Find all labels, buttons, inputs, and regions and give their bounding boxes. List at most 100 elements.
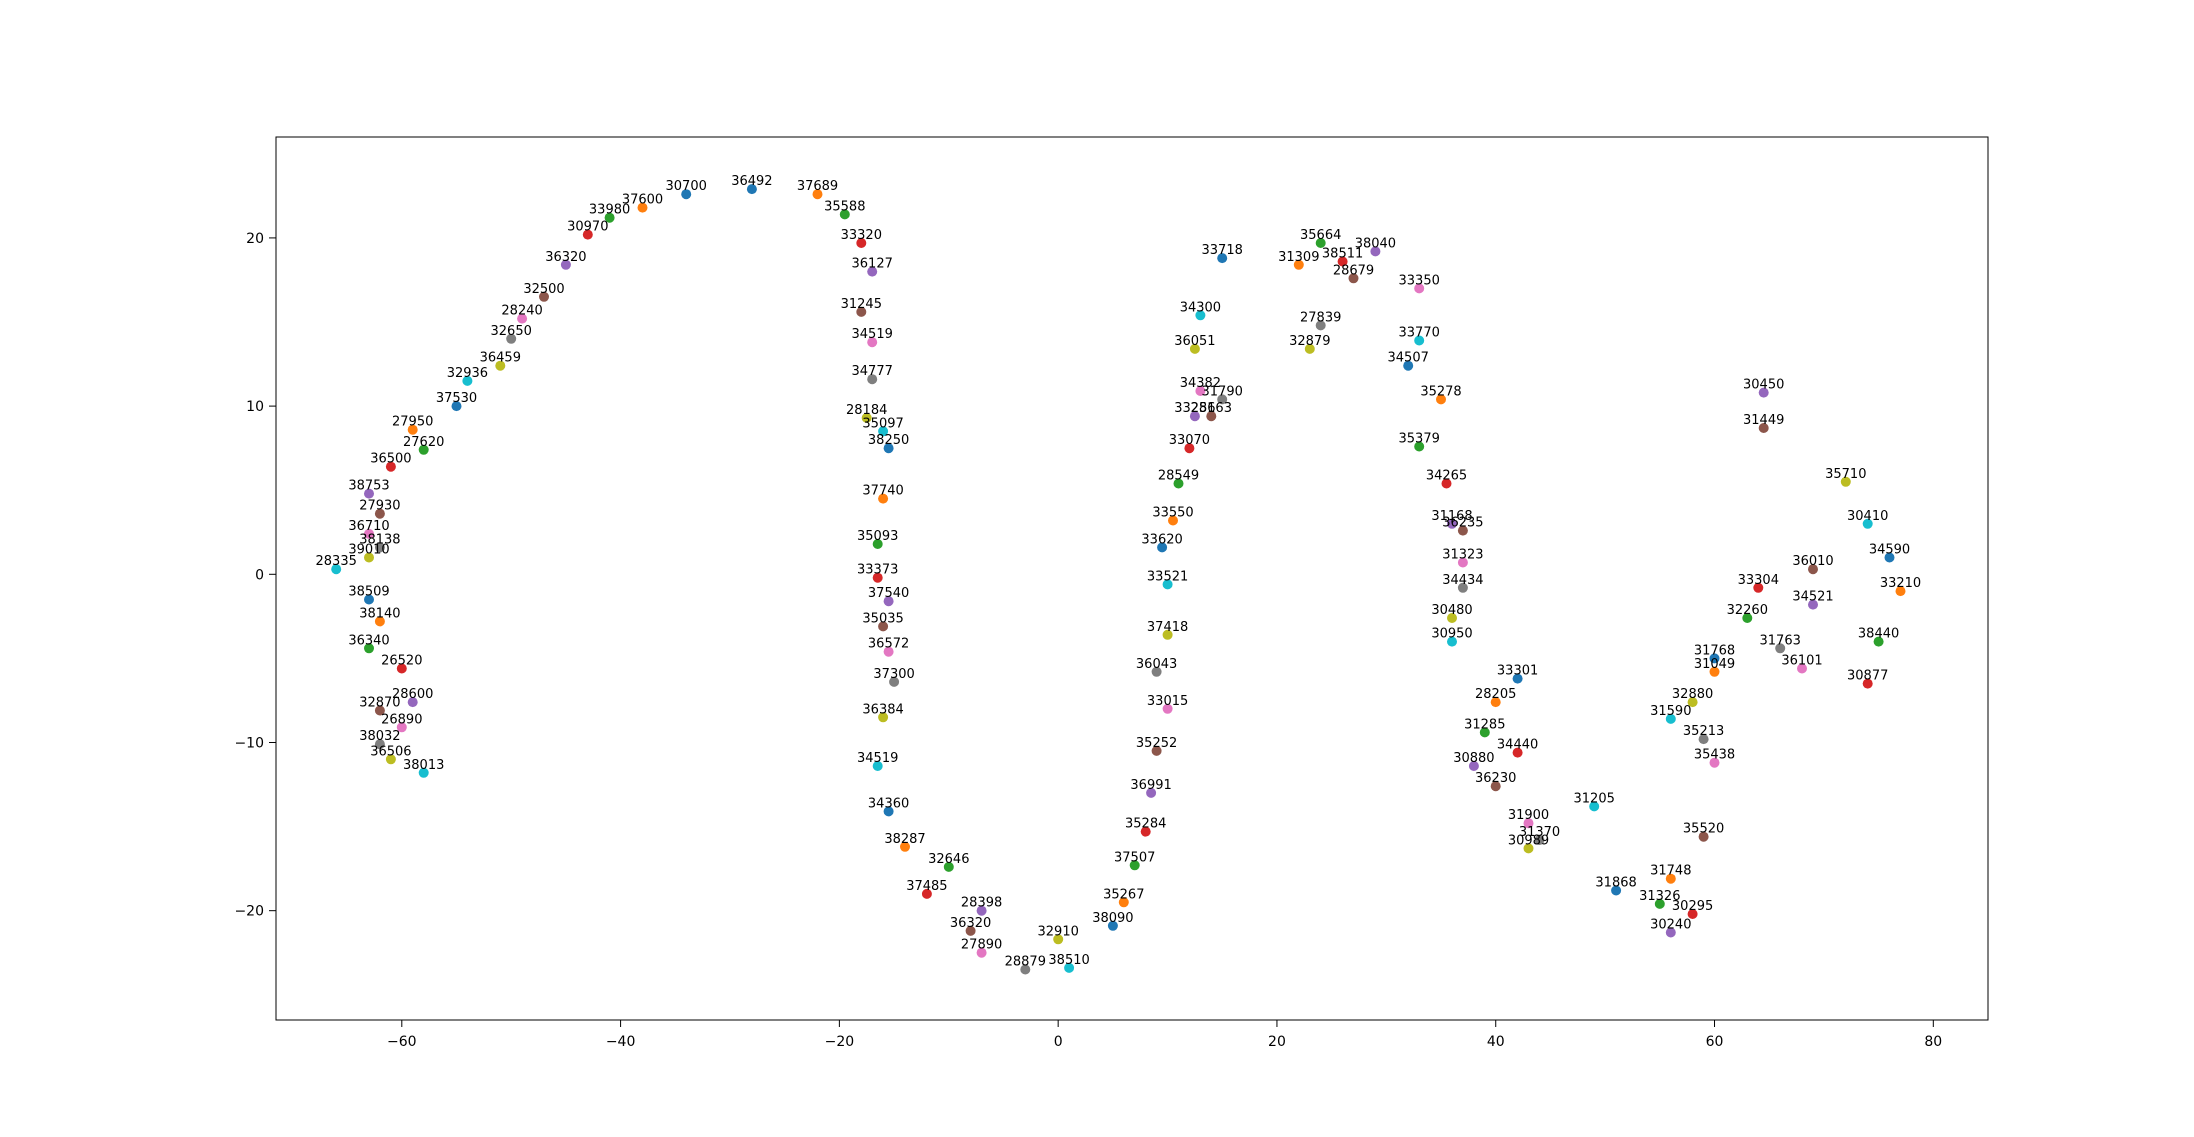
point-label: 32650 — [491, 324, 532, 339]
point-label: 34590 — [1869, 543, 1910, 558]
scatter-point — [1370, 246, 1381, 257]
scatter-point — [839, 209, 850, 220]
scatter-point — [1293, 259, 1304, 270]
scatter-point — [1441, 478, 1452, 489]
point-label: 31790 — [1202, 384, 1243, 399]
x-tick-label: 0 — [1054, 1034, 1063, 1050]
scatter-point — [637, 202, 648, 213]
point-label: 36320 — [950, 916, 991, 931]
point-label: 38250 — [868, 433, 909, 448]
scatter-point — [1808, 599, 1818, 610]
scatter-point — [331, 564, 342, 575]
scatter-point — [872, 761, 883, 771]
scatter-point — [1403, 360, 1414, 371]
point-label: 28240 — [501, 304, 542, 319]
scatter-point — [1862, 678, 1873, 689]
scatter-point — [1840, 476, 1851, 487]
point-label: 31309 — [1278, 250, 1319, 265]
scatter-point — [374, 616, 385, 627]
point-label: 33770 — [1399, 326, 1440, 341]
scatter-point — [364, 552, 374, 563]
scatter-point — [1687, 697, 1698, 708]
scatter-point — [539, 291, 549, 302]
point-label: 34521 — [1792, 590, 1833, 605]
point-label: 31590 — [1650, 704, 1691, 719]
scatter-point — [746, 184, 757, 195]
scatter-point — [1447, 636, 1457, 647]
point-label: 36051 — [1174, 334, 1215, 349]
point-label: 30410 — [1847, 509, 1888, 524]
point-label: 31323 — [1442, 548, 1483, 563]
scatter-point — [1304, 343, 1315, 354]
scatter-point — [1118, 897, 1129, 908]
scatter-point — [1436, 394, 1446, 405]
scatter-point — [1151, 666, 1162, 677]
point-label: 37418 — [1147, 620, 1188, 635]
point-label: 36572 — [868, 637, 909, 652]
scatter-point — [878, 493, 889, 504]
point-label: 33256 — [1174, 401, 1215, 416]
y-tick-label: 20 — [246, 231, 264, 247]
scatter-point — [1523, 818, 1534, 829]
point-label: 37507 — [1114, 850, 1155, 865]
scatter-point — [506, 333, 517, 344]
point-label: 31868 — [1595, 876, 1636, 891]
scatter-point — [883, 596, 894, 607]
scatter-point — [1146, 787, 1157, 798]
scatter-point — [374, 705, 385, 716]
scatter-point — [1107, 920, 1118, 931]
scatter-point — [364, 528, 374, 539]
point-label: 31449 — [1743, 413, 1784, 428]
point-label: 31285 — [1464, 717, 1505, 732]
point-label: 36127 — [852, 257, 893, 272]
point-label: 28549 — [1158, 469, 1199, 484]
point-label: 27930 — [359, 499, 400, 514]
scatter-point — [976, 905, 987, 916]
point-label: 26890 — [381, 712, 422, 727]
point-label: 33320 — [841, 228, 882, 243]
point-label: 39010 — [348, 543, 389, 558]
scatter-point — [1534, 835, 1545, 845]
point-label: 38440 — [1858, 627, 1899, 642]
point-label: 35284 — [1125, 817, 1166, 832]
scatter-point — [1808, 564, 1818, 575]
point-label: 36492 — [731, 174, 772, 189]
scatter-point — [1315, 238, 1326, 248]
point-label: 37540 — [868, 586, 909, 601]
point-label: 30877 — [1847, 669, 1888, 684]
point-label: 30989 — [1508, 833, 1549, 848]
y-tick-label: 0 — [255, 567, 264, 583]
point-label: 30970 — [567, 220, 608, 235]
scatter-point — [1189, 411, 1200, 422]
scatter-point — [1468, 761, 1479, 771]
scatter-point — [1173, 478, 1184, 489]
scatter-point — [1479, 727, 1490, 738]
scatter-point — [1206, 411, 1217, 422]
scatter-point — [604, 212, 615, 223]
scatter-point — [1457, 525, 1468, 536]
point-label: 35035 — [862, 611, 903, 626]
x-tick-label: −60 — [387, 1034, 417, 1050]
point-label: 28184 — [846, 403, 887, 418]
scatter-point — [1698, 831, 1709, 842]
scatter-point — [1611, 885, 1622, 896]
x-tick-label: 40 — [1487, 1034, 1505, 1050]
point-label: 33070 — [1169, 433, 1210, 448]
scatter-point — [407, 424, 418, 435]
point-label: 37689 — [797, 179, 838, 194]
point-label: 27620 — [403, 435, 444, 450]
point-label: 37485 — [906, 879, 947, 894]
point-label: 33521 — [1147, 569, 1188, 584]
scatter-point — [1414, 441, 1425, 452]
point-label: 35588 — [824, 199, 865, 214]
point-label: 31205 — [1574, 791, 1615, 806]
point-label: 31326 — [1639, 889, 1680, 904]
scatter-point — [872, 539, 883, 549]
scatter-point — [1797, 663, 1807, 674]
scatter-point — [517, 313, 528, 324]
scatter-point — [1020, 964, 1031, 975]
scatter-point — [1184, 443, 1195, 454]
scatter-point — [1129, 860, 1140, 871]
